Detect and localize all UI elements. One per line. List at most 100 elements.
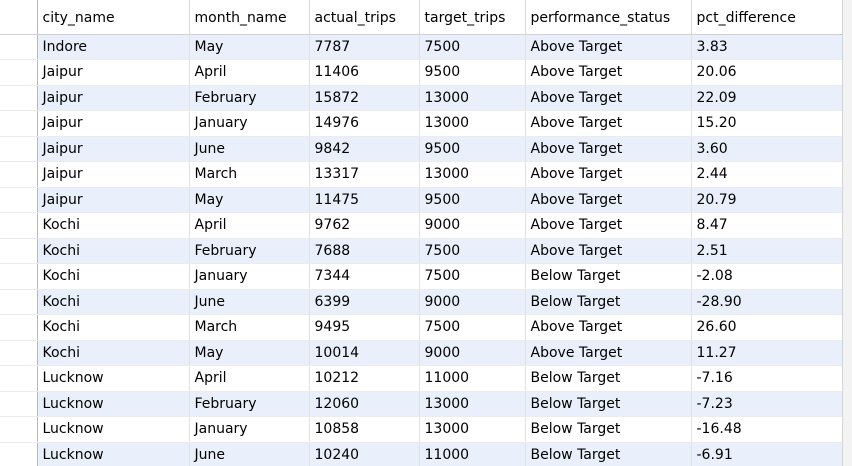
cell-target-trips[interactable]: 13000 bbox=[419, 161, 526, 188]
cell-performance-status[interactable]: Above Target bbox=[525, 314, 692, 341]
cell-actual-trips[interactable]: 10014 bbox=[309, 340, 420, 366]
cell-actual-trips[interactable]: 11406 bbox=[309, 59, 420, 86]
cell-pct-difference[interactable]: 15.20 bbox=[691, 110, 842, 137]
cell-performance-status[interactable]: Above Target bbox=[525, 340, 692, 366]
cell-pct-difference[interactable]: 3.83 bbox=[691, 34, 842, 60]
cell-city-name[interactable]: Kochi bbox=[37, 212, 190, 239]
table-row[interactable]: Lucknow April 10212 11000 Below Target -7.16 bbox=[0, 365, 842, 392]
cell-actual-trips[interactable]: 12060 bbox=[309, 391, 420, 417]
cell-month-name[interactable]: May bbox=[189, 187, 310, 213]
cell-city-name[interactable]: Jaipur bbox=[37, 187, 190, 213]
cell-actual-trips[interactable]: 9842 bbox=[309, 136, 420, 162]
table-row[interactable]: Jaipur April 11406 9500 Above Target 20.06 bbox=[0, 59, 842, 86]
cell-city-name[interactable]: Lucknow bbox=[37, 391, 190, 417]
cell-performance-status[interactable]: Above Target bbox=[525, 187, 692, 213]
cell-month-name[interactable]: January bbox=[189, 263, 310, 290]
cell-performance-status[interactable]: Below Target bbox=[525, 442, 692, 466]
cell-pct-difference[interactable]: 2.44 bbox=[691, 161, 842, 188]
cell-month-name[interactable]: June bbox=[189, 442, 310, 466]
cell-actual-trips[interactable]: 7344 bbox=[309, 263, 420, 290]
cell-month-name[interactable]: January bbox=[189, 110, 310, 137]
cell-actual-trips[interactable]: 10212 bbox=[309, 365, 420, 392]
row-selector[interactable] bbox=[0, 289, 38, 315]
cell-month-name[interactable]: March bbox=[189, 161, 310, 188]
cell-actual-trips[interactable]: 10240 bbox=[309, 442, 420, 466]
cell-month-name[interactable]: February bbox=[189, 238, 310, 264]
cell-performance-status[interactable]: Above Target bbox=[525, 161, 692, 188]
cell-actual-trips[interactable]: 14976 bbox=[309, 110, 420, 137]
cell-performance-status[interactable]: Above Target bbox=[525, 238, 692, 264]
cell-target-trips[interactable]: 13000 bbox=[419, 416, 526, 443]
cell-pct-difference[interactable]: 26.60 bbox=[691, 314, 842, 341]
column-header-city-name[interactable]: city_name bbox=[37, 0, 190, 35]
cell-pct-difference[interactable]: -28.90 bbox=[691, 289, 842, 315]
cell-target-trips[interactable]: 7500 bbox=[419, 34, 526, 60]
cell-target-trips[interactable]: 13000 bbox=[419, 85, 526, 111]
cell-city-name[interactable]: Indore bbox=[37, 34, 190, 60]
cell-target-trips[interactable]: 9500 bbox=[419, 59, 526, 86]
cell-pct-difference[interactable]: 20.06 bbox=[691, 59, 842, 86]
cell-pct-difference[interactable]: -16.48 bbox=[691, 416, 842, 443]
cell-target-trips[interactable]: 7500 bbox=[419, 314, 526, 341]
table-row[interactable]: Jaipur May 11475 9500 Above Target 20.79 bbox=[0, 187, 842, 213]
cell-target-trips[interactable]: 11000 bbox=[419, 442, 526, 466]
table-row[interactable]: Kochi March 9495 7500 Above Target 26.60 bbox=[0, 314, 842, 341]
cell-month-name[interactable]: April bbox=[189, 59, 310, 86]
cell-target-trips[interactable]: 9000 bbox=[419, 212, 526, 239]
table-row[interactable]: Lucknow January 10858 13000 Below Target -16.… bbox=[0, 416, 842, 443]
row-selector[interactable] bbox=[0, 212, 38, 239]
table-row[interactable]: Jaipur January 14976 13000 Above Target 15.20 bbox=[0, 110, 842, 137]
row-selector[interactable] bbox=[0, 416, 38, 443]
table-row[interactable]: Kochi April 9762 9000 Above Target 8.47 bbox=[0, 212, 842, 239]
cell-target-trips[interactable]: 9000 bbox=[419, 340, 526, 366]
cell-performance-status[interactable]: Above Target bbox=[525, 85, 692, 111]
column-header-target-trips[interactable]: target_trips bbox=[419, 0, 526, 35]
cell-performance-status[interactable]: Below Target bbox=[525, 289, 692, 315]
cell-pct-difference[interactable]: 8.47 bbox=[691, 212, 842, 239]
column-header-performance-status[interactable]: performance_status bbox=[525, 0, 692, 35]
table-row[interactable]: Jaipur June 9842 9500 Above Target 3.60 bbox=[0, 136, 842, 162]
cell-performance-status[interactable]: Below Target bbox=[525, 263, 692, 290]
cell-actual-trips[interactable]: 7688 bbox=[309, 238, 420, 264]
row-selector[interactable] bbox=[0, 442, 38, 466]
cell-pct-difference[interactable]: 3.60 bbox=[691, 136, 842, 162]
row-selector[interactable] bbox=[0, 365, 38, 392]
cell-performance-status[interactable]: Above Target bbox=[525, 110, 692, 137]
row-selector[interactable] bbox=[0, 136, 38, 162]
cell-month-name[interactable]: February bbox=[189, 391, 310, 417]
cell-pct-difference[interactable]: 22.09 bbox=[691, 85, 842, 111]
row-selector[interactable] bbox=[0, 85, 38, 111]
cell-actual-trips[interactable]: 9495 bbox=[309, 314, 420, 341]
cell-city-name[interactable]: Kochi bbox=[37, 340, 190, 366]
cell-city-name[interactable]: Lucknow bbox=[37, 365, 190, 392]
cell-city-name[interactable]: Kochi bbox=[37, 314, 190, 341]
cell-target-trips[interactable]: 9500 bbox=[419, 136, 526, 162]
table-row[interactable]: Lucknow June 10240 11000 Below Target -6.91 bbox=[0, 442, 842, 466]
cell-actual-trips[interactable]: 15872 bbox=[309, 85, 420, 111]
cell-target-trips[interactable]: 11000 bbox=[419, 365, 526, 392]
cell-city-name[interactable]: Jaipur bbox=[37, 59, 190, 86]
select-all-corner[interactable] bbox=[0, 0, 38, 35]
cell-city-name[interactable]: Kochi bbox=[37, 263, 190, 290]
cell-month-name[interactable]: June bbox=[189, 136, 310, 162]
row-selector[interactable] bbox=[0, 110, 38, 137]
cell-pct-difference[interactable]: -7.23 bbox=[691, 391, 842, 417]
cell-performance-status[interactable]: Above Target bbox=[525, 136, 692, 162]
table-row[interactable]: Jaipur March 13317 13000 Above Target 2.44 bbox=[0, 161, 842, 188]
cell-month-name[interactable]: May bbox=[189, 340, 310, 366]
cell-month-name[interactable]: January bbox=[189, 416, 310, 443]
table-row[interactable]: Indore May 7787 7500 Above Target 3.83 bbox=[0, 34, 842, 60]
cell-pct-difference[interactable]: -6.91 bbox=[691, 442, 842, 466]
cell-performance-status[interactable]: Below Target bbox=[525, 416, 692, 443]
cell-target-trips[interactable]: 7500 bbox=[419, 263, 526, 290]
column-header-actual-trips[interactable]: actual_trips bbox=[309, 0, 420, 35]
table-row[interactable]: Jaipur February 15872 13000 Above Target 22.0… bbox=[0, 85, 842, 111]
cell-performance-status[interactable]: Below Target bbox=[525, 391, 692, 417]
cell-month-name[interactable]: February bbox=[189, 85, 310, 111]
row-selector[interactable] bbox=[0, 314, 38, 341]
cell-target-trips[interactable]: 9500 bbox=[419, 187, 526, 213]
row-selector[interactable] bbox=[0, 263, 38, 290]
row-selector[interactable] bbox=[0, 340, 38, 366]
cell-city-name[interactable]: Jaipur bbox=[37, 161, 190, 188]
